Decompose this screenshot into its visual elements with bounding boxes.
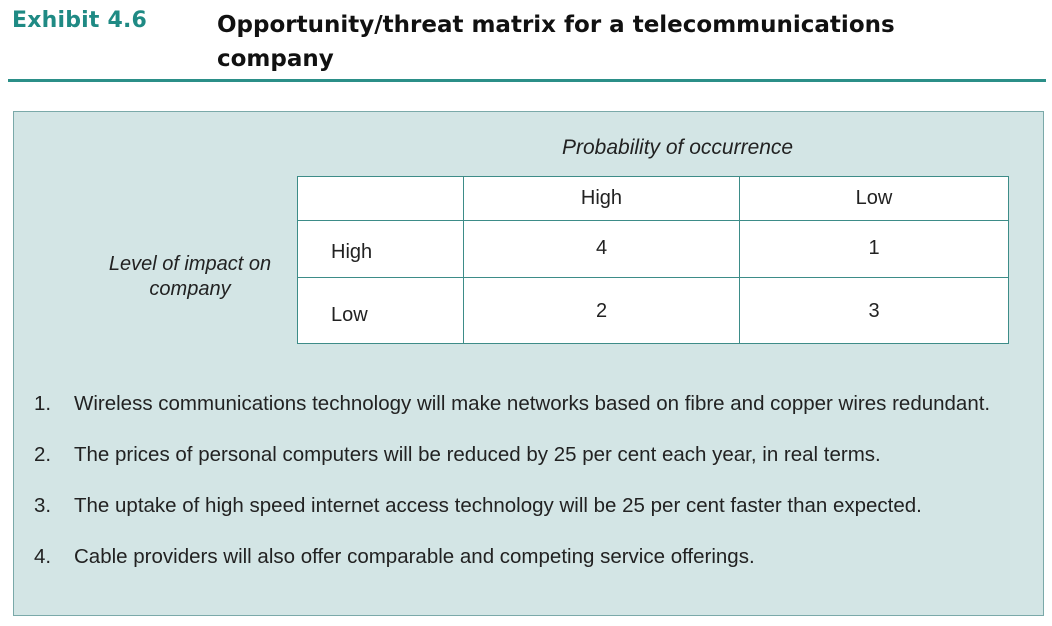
matrix-header-row: High Low [297, 176, 1009, 221]
cell-high-impact-low-probability: 1 [739, 220, 1009, 278]
row-header-low: Low [297, 277, 464, 344]
note-item: 2. The prices of personal computers will… [34, 443, 1034, 467]
probability-axis-label: Probability of occurrence [562, 136, 794, 159]
note-text: Cable providers will also offer comparab… [74, 545, 755, 568]
matrix-corner-cell [297, 176, 464, 221]
matrix-notes-list: 1. Wireless communications technology wi… [34, 392, 1034, 596]
note-item: 4. Cable providers will also offer compa… [34, 545, 1034, 569]
matrix-row-high-impact: High 4 1 [297, 220, 1009, 278]
note-number: 4. [34, 545, 52, 568]
impact-axis-label: Level of impact on company [108, 253, 272, 300]
note-text: Wireless communications technology will … [74, 392, 991, 415]
column-header-low: Low [739, 176, 1009, 221]
title-divider [8, 79, 1046, 82]
note-item: 3. The uptake of high speed internet acc… [34, 494, 1034, 518]
row-header-high: High [297, 220, 464, 278]
cell-high-impact-high-probability: 4 [463, 220, 740, 278]
note-text: The prices of personal computers will be… [74, 443, 881, 466]
note-number: 1. [34, 392, 52, 415]
note-text: The uptake of high speed internet access… [74, 494, 922, 517]
exhibit-label: Exhibit 4.6 [12, 8, 148, 33]
exhibit-title: Opportunity/threat matrix for a telecomm… [217, 12, 895, 72]
column-header-high: High [463, 176, 740, 221]
cell-low-impact-high-probability: 2 [463, 277, 740, 344]
cell-low-impact-low-probability: 3 [739, 277, 1009, 344]
note-number: 3. [34, 494, 52, 517]
opportunity-threat-matrix: High Low High 4 1 Low 2 3 [297, 176, 1009, 344]
note-item: 1. Wireless communications technology wi… [34, 392, 1034, 416]
matrix-row-low-impact: Low 2 3 [297, 277, 1009, 344]
note-number: 2. [34, 443, 52, 466]
